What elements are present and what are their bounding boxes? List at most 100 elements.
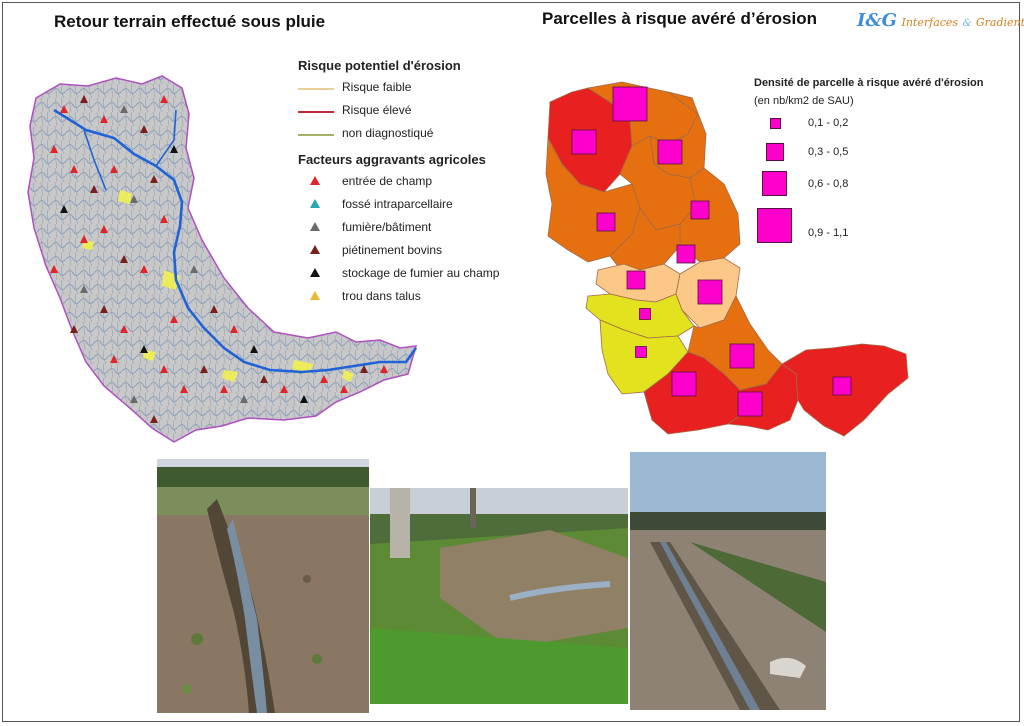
field-photo-ditch — [630, 452, 826, 710]
density-legend-subtitle: (en nb/km2 de SAU) — [754, 95, 854, 107]
factor-marker — [150, 415, 158, 423]
factor-marker — [230, 325, 238, 333]
factor-marker — [150, 175, 158, 183]
factor-2-icon — [310, 222, 320, 231]
factor-3-label: piétinement bovins — [342, 243, 443, 257]
factor-0-label: entrée de champ — [342, 174, 433, 188]
factor-marker — [50, 265, 58, 273]
tributary — [155, 109, 177, 167]
density-square — [697, 279, 723, 305]
density-square — [676, 244, 696, 264]
factor-marker — [190, 265, 198, 273]
density-label-4: 0,9 - 1,1 — [808, 227, 849, 239]
logo-mark: I&G — [857, 10, 898, 31]
risk-legend-title: Risque potentiel d'érosion — [298, 58, 461, 73]
factor-marker — [50, 145, 58, 153]
factor-marker — [140, 125, 148, 133]
factor-marker — [170, 315, 178, 323]
factor-marker — [250, 345, 258, 353]
left-map-title: Retour terrain effectué sous pluie — [54, 12, 326, 31]
factor-marker — [170, 145, 178, 153]
factor-marker — [120, 325, 128, 333]
density-square — [737, 391, 763, 417]
factor-marker — [120, 255, 128, 263]
legend-label-undiag: non diagnostiqué — [342, 126, 434, 140]
density-square — [571, 129, 597, 155]
watershed-map — [27, 75, 418, 443]
factor-marker — [140, 345, 148, 353]
density-square — [729, 343, 755, 369]
density-label-3: 0,6 - 0,8 — [808, 178, 849, 190]
field-photo-gully — [157, 459, 369, 713]
factor-marker — [60, 205, 68, 213]
parcels-density-map — [545, 81, 909, 437]
right-map-title: Parcelles à risque avéré d’érosion — [542, 9, 817, 28]
density-square — [635, 346, 647, 358]
factor-4-label: stockage de fumier au champ — [342, 266, 500, 280]
factor-marker — [320, 375, 328, 383]
factor-marker — [160, 365, 168, 373]
factor-marker — [80, 95, 88, 103]
factor-marker — [340, 385, 348, 393]
density-square — [832, 376, 852, 396]
factor-marker — [80, 235, 88, 243]
field-photo-path — [370, 488, 628, 704]
factor-marker — [100, 225, 108, 233]
factor-marker — [90, 185, 98, 193]
factor-marker — [300, 395, 308, 403]
factor-marker — [70, 165, 78, 173]
factor-marker — [130, 395, 138, 403]
factor-marker — [130, 195, 138, 203]
legend-line-high — [298, 111, 334, 113]
factor-marker — [240, 395, 248, 403]
factor-1-icon — [310, 199, 320, 208]
density-square — [596, 212, 616, 232]
factor-5-label: trou dans talus — [342, 289, 421, 303]
factor-marker — [60, 105, 68, 113]
density-label-1: 0,1 - 0,2 — [808, 117, 849, 129]
factor-markers — [50, 95, 388, 423]
factor-marker — [100, 115, 108, 123]
logo-text-1: Interfaces — [901, 16, 959, 29]
density-square — [657, 139, 683, 165]
factor-marker — [380, 365, 388, 373]
logo-text-2: Gradients — [975, 16, 1024, 29]
factors-legend-title: Facteurs aggravants agricoles — [298, 152, 486, 167]
factor-marker — [360, 365, 368, 373]
legend-label-low: Risque faible — [342, 80, 412, 94]
density-square — [626, 270, 646, 290]
density-legend-title: Densité de parcelle à risque avéré d'éro… — [754, 77, 984, 89]
logo-text-amp: & — [962, 18, 972, 29]
density-symbol-2 — [766, 143, 784, 161]
factor-marker — [160, 95, 168, 103]
factor-marker — [110, 165, 118, 173]
density-symbol-3 — [762, 171, 787, 196]
factor-0-icon — [310, 176, 320, 185]
factor-2-label: fumière/bâtiment — [342, 220, 432, 234]
legend-label-high: Risque élevé — [342, 103, 412, 117]
factor-marker — [200, 365, 208, 373]
left-legend: Risque potentiel d'érosion Risque faible… — [296, 56, 516, 316]
legend-line-low — [298, 88, 334, 90]
density-symbol-1 — [770, 118, 781, 129]
factor-marker — [110, 355, 118, 363]
factor-5-icon — [310, 291, 320, 300]
factor-marker — [180, 385, 188, 393]
factor-marker — [220, 385, 228, 393]
legend-line-undiag — [298, 134, 334, 136]
factor-marker — [280, 385, 288, 393]
factor-marker — [260, 375, 268, 383]
factor-marker — [80, 285, 88, 293]
density-label-2: 0,3 - 0,5 — [808, 146, 849, 158]
factor-4-icon — [310, 268, 320, 277]
factor-marker — [100, 305, 108, 313]
factor-marker — [210, 305, 218, 313]
factor-marker — [140, 265, 148, 273]
density-square — [612, 86, 648, 122]
tributary — [83, 129, 107, 191]
density-square — [639, 308, 651, 320]
density-square — [690, 200, 710, 220]
factor-marker — [160, 215, 168, 223]
factor-3-icon — [310, 245, 320, 254]
